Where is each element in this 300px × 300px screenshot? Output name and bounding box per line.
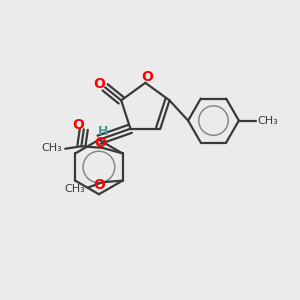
Text: H: H — [98, 125, 108, 138]
Text: O: O — [94, 136, 106, 150]
Text: O: O — [72, 118, 84, 132]
Text: CH₃: CH₃ — [257, 116, 278, 126]
Text: O: O — [94, 76, 106, 91]
Text: O: O — [93, 178, 105, 192]
Text: O: O — [141, 70, 153, 84]
Text: CH₃: CH₃ — [64, 184, 85, 194]
Text: CH₃: CH₃ — [41, 143, 62, 153]
